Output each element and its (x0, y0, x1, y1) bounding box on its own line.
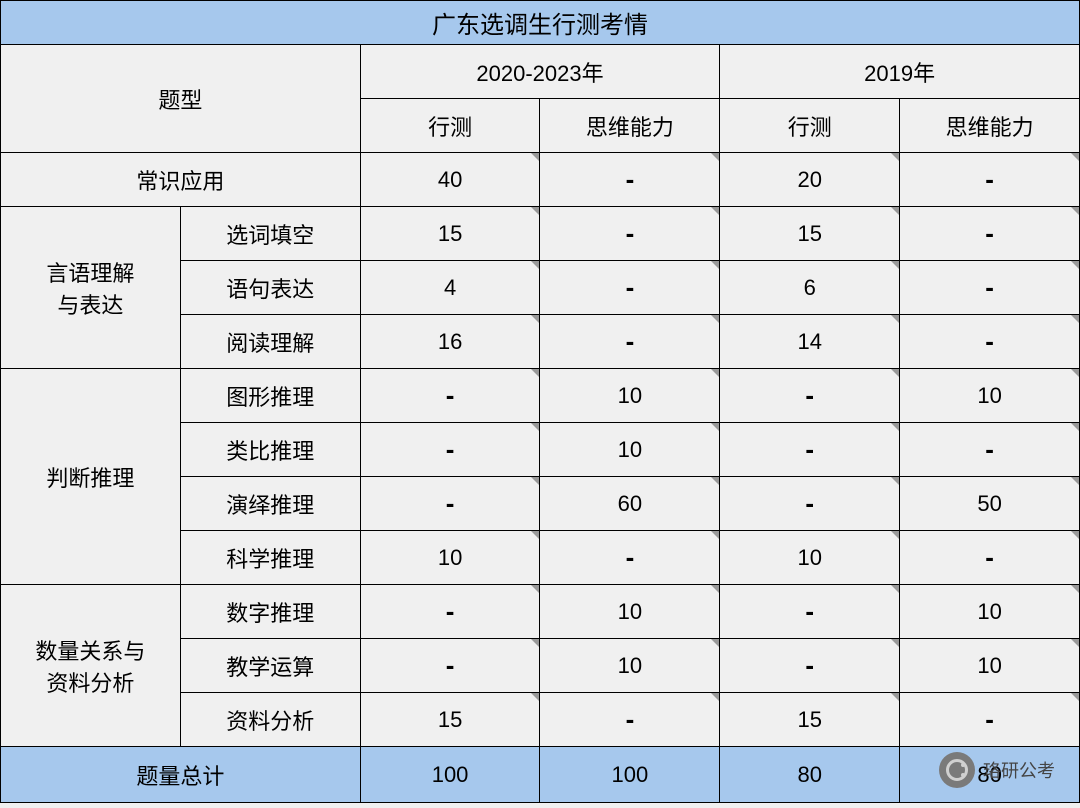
cell: 60 (540, 477, 720, 531)
cell: - (900, 531, 1080, 585)
cell: - (720, 585, 900, 639)
row-category: 判断推理 (1, 369, 181, 585)
cell: 10 (900, 639, 1080, 693)
header-sub1b: 思维能力 (540, 99, 720, 153)
table-title: 广东选调生行测考情 (1, 1, 1080, 45)
header-sub2b: 思维能力 (900, 99, 1080, 153)
total-cell: 80 (720, 747, 900, 803)
cell: - (540, 315, 720, 369)
cell: - (540, 153, 720, 207)
cell: - (360, 477, 540, 531)
row-sub: 演绎推理 (180, 477, 360, 531)
cell: - (360, 369, 540, 423)
row-category: 数量关系与 资料分析 (1, 585, 181, 747)
cell: - (540, 693, 720, 747)
cell: - (900, 315, 1080, 369)
cell: - (720, 423, 900, 477)
row-sub: 语句表达 (180, 261, 360, 315)
cell: - (900, 423, 1080, 477)
cell: - (540, 261, 720, 315)
wechat-icon (939, 752, 975, 788)
row-sub: 资料分析 (180, 693, 360, 747)
header-sub2a: 行测 (720, 99, 900, 153)
total-cell: 100 (360, 747, 540, 803)
cell: 10 (900, 369, 1080, 423)
cell: 10 (540, 639, 720, 693)
cell: 10 (540, 585, 720, 639)
row-sub: 数字推理 (180, 585, 360, 639)
watermark-text: 珞研公考 (983, 757, 1055, 783)
row-sub: 图形推理 (180, 369, 360, 423)
cell: 50 (900, 477, 1080, 531)
cell: - (900, 693, 1080, 747)
exam-table: 广东选调生行测考情 题型 2020-2023年 2019年 行测 思维能力 行测… (0, 0, 1080, 803)
row-category: 言语理解 与表达 (1, 207, 181, 369)
cell: 4 (360, 261, 540, 315)
cell: - (360, 639, 540, 693)
cell: - (540, 207, 720, 261)
row-sub: 教学运算 (180, 639, 360, 693)
cell: 15 (720, 693, 900, 747)
cell: - (900, 261, 1080, 315)
cell: 15 (360, 693, 540, 747)
cell: 10 (540, 369, 720, 423)
cell: 14 (720, 315, 900, 369)
cell: 40 (360, 153, 540, 207)
cell: 10 (720, 531, 900, 585)
cell: - (720, 639, 900, 693)
cell: 10 (360, 531, 540, 585)
total-label: 题量总计 (1, 747, 361, 803)
header-period1: 2020-2023年 (360, 45, 720, 99)
cell: 16 (360, 315, 540, 369)
cell: - (720, 477, 900, 531)
cell: - (540, 531, 720, 585)
cell: 15 (360, 207, 540, 261)
header-period2: 2019年 (720, 45, 1080, 99)
header-sub1a: 行测 (360, 99, 540, 153)
cell: - (900, 207, 1080, 261)
cell: 10 (900, 585, 1080, 639)
cell: 6 (720, 261, 900, 315)
cell: 15 (720, 207, 900, 261)
row-sub: 类比推理 (180, 423, 360, 477)
cell: - (360, 423, 540, 477)
cell: - (720, 369, 900, 423)
row-sub: 阅读理解 (180, 315, 360, 369)
watermark: 珞研公考 (939, 752, 1055, 788)
row-category: 常识应用 (1, 153, 361, 207)
row-sub: 选词填空 (180, 207, 360, 261)
header-category: 题型 (1, 45, 361, 153)
total-cell: 100 (540, 747, 720, 803)
cell: 10 (540, 423, 720, 477)
row-sub: 科学推理 (180, 531, 360, 585)
cell: - (900, 153, 1080, 207)
cell: - (360, 585, 540, 639)
cell: 20 (720, 153, 900, 207)
